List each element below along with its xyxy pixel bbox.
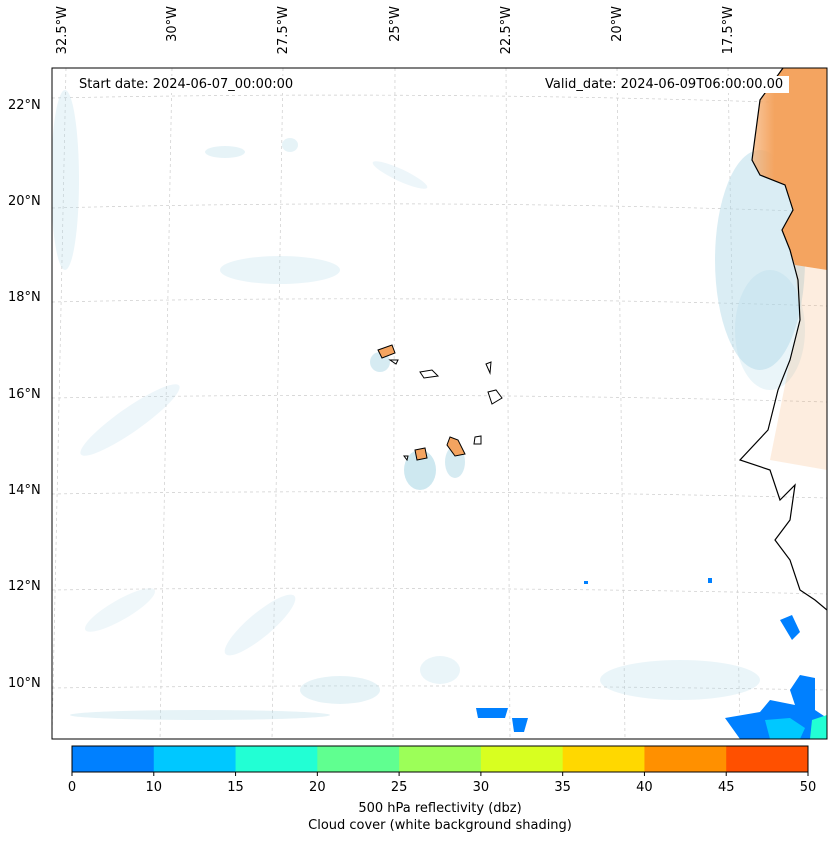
gridlines [52, 68, 827, 739]
colorbar-tick-label: 10 [145, 780, 163, 795]
colorbar-tick-label: 45 [717, 780, 735, 795]
colorbar-tick-label: 25 [390, 780, 408, 795]
lat-label: 14°N [8, 483, 41, 498]
lat-label: 20°N [8, 194, 41, 209]
lon-label: 25°W [388, 6, 403, 42]
colorbar-tick-label: 30 [472, 780, 490, 795]
colorbar-frame [71, 745, 809, 773]
map-frame [51, 67, 828, 740]
colorbar-segment [399, 746, 482, 772]
lon-label: 27.5°W [276, 6, 291, 55]
colorbar [71, 746, 809, 776]
colorbar-segment [153, 746, 237, 772]
colorbar-tick-label: 15 [227, 780, 244, 795]
colorbar-segment [317, 746, 400, 772]
africa-land [752, 68, 827, 270]
colorbar-tick-label: 50 [799, 780, 817, 795]
lon-label: 17.5°W [721, 6, 736, 55]
lon-label: 32.5°W [55, 6, 70, 55]
cloud-cover-shading [52, 90, 805, 720]
lat-label: 16°N [8, 387, 41, 402]
colorbar-segment [72, 746, 155, 772]
colorbar-tick-label: 20 [309, 780, 326, 795]
colorbar-tick-label: 40 [636, 780, 653, 795]
africa-land-faded [770, 265, 827, 470]
colorbar-sublabel: Cloud cover (white background shading) [308, 818, 572, 833]
valid-date: Valid_date: 2024-06-09T06:00:00.00 [539, 76, 790, 93]
lat-label: 18°N [8, 290, 41, 305]
colorbar-segment [644, 746, 727, 772]
lon-label: 30°W [165, 6, 180, 42]
start-date: Start date: 2024-06-07_00:00:00 [73, 76, 300, 93]
colorbar-segment [726, 746, 809, 772]
lat-label: 22°N [8, 98, 41, 113]
colorbar-segment [235, 746, 318, 772]
lon-label: 20°W [610, 6, 625, 42]
colorbar-tick-label: 35 [554, 780, 571, 795]
colorbar-segment [480, 746, 564, 772]
colorbar-tick-label: 0 [67, 780, 77, 795]
colorbar-segment [562, 746, 645, 772]
lat-label: 12°N [8, 579, 41, 594]
colorbar-label: 500 hPa reflectivity (dbz) [358, 801, 522, 816]
lat-label: 10°N [8, 676, 41, 691]
reflectivity-cells [476, 578, 827, 739]
cape-verde-islands [377, 344, 503, 462]
coastline [738, 68, 827, 611]
lon-label: 22.5°W [499, 6, 514, 55]
